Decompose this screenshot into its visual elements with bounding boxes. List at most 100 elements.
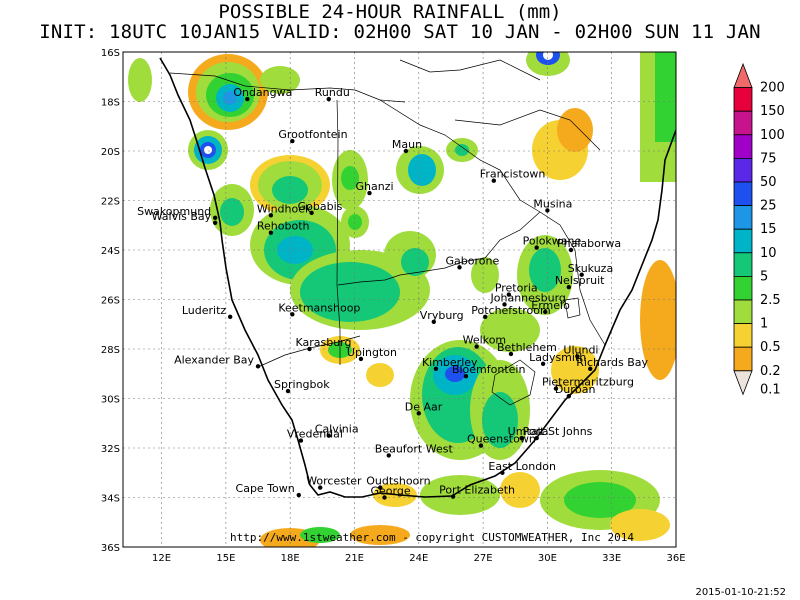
- city-label: Durban: [555, 383, 596, 396]
- border-botswana-north: [379, 99, 541, 213]
- lat-tick-label: 20S: [101, 147, 120, 158]
- city-dot: [500, 470, 505, 475]
- city-label: Worcester: [306, 475, 362, 488]
- lon-tick-label: 30E: [538, 553, 557, 564]
- city-label: Karasburg: [295, 336, 351, 349]
- city-dot: [227, 314, 233, 320]
- legend-swatch: [733, 346, 753, 372]
- city-label: Pretoria: [495, 282, 538, 295]
- city-dot: [568, 247, 574, 253]
- legend-label: 150: [760, 104, 785, 119]
- city-dot: [540, 361, 546, 367]
- legend-label: 15: [760, 222, 777, 237]
- legend-swatch: [733, 134, 753, 159]
- legend-swatch: [733, 275, 753, 301]
- city-dot: [502, 302, 507, 307]
- border-lesotho: [491, 359, 536, 406]
- city-label: Nelspruit: [555, 274, 605, 287]
- city-dot: [212, 220, 218, 225]
- city-dot: [545, 208, 550, 213]
- border-zambia: [399, 59, 541, 81]
- lat-tick-label: 32S: [101, 444, 120, 455]
- legend-label: 200: [760, 81, 785, 96]
- city-dot: [386, 453, 391, 458]
- legend-swatch: [733, 110, 753, 136]
- border-namibia-angola: [169, 72, 406, 103]
- city-label: Gobabis: [298, 200, 343, 213]
- lat-tick-label: 16S: [101, 48, 120, 59]
- city-dot: [317, 485, 323, 490]
- city-label: Beaufort West: [375, 442, 454, 455]
- city-dot: [290, 312, 295, 317]
- legend-swatch: [733, 228, 753, 254]
- map-title: POSSIBLE 24-HOUR RAINFALL (mm): [218, 1, 562, 23]
- city-label: Bloemfontein: [452, 363, 526, 376]
- lon-tick-label: 27E: [474, 553, 493, 564]
- axis-tick-labels: 12E 15E 18E 21E 24E 27E 30E 33E 36E 16S 18S 20S 22S 2…: [101, 48, 686, 564]
- city-dot: [553, 386, 559, 391]
- legend-swatch: [733, 323, 753, 348]
- city-label: Calvinia: [315, 423, 359, 436]
- city-dot: [309, 210, 314, 216]
- city-dot: [474, 344, 479, 349]
- city-dot: [534, 245, 539, 250]
- city-label: Keetmanshoop: [278, 301, 360, 314]
- border-sa-mozambique: [539, 211, 606, 346]
- legend-swatch: [733, 370, 753, 396]
- city-label: Alexander Bay: [174, 353, 254, 366]
- legend-swatch: [733, 252, 753, 277]
- city-dot: [212, 215, 218, 221]
- city-dot: [268, 230, 274, 235]
- city-label: Vryburg: [420, 309, 464, 322]
- legend-label: 2.5: [760, 293, 781, 308]
- city-dot: [491, 178, 497, 183]
- legend-label: 1: [760, 317, 768, 332]
- city-label: Johannesburg: [490, 291, 566, 304]
- legend-label: 0.2: [760, 364, 781, 379]
- legend-label: 0.5: [760, 340, 781, 355]
- city-label: Pietermaritzburg: [542, 376, 634, 389]
- city-dot: [579, 272, 584, 277]
- city-label: Grootfontein: [278, 128, 347, 141]
- city-label: Windhoek: [257, 202, 312, 215]
- city-dot: [463, 374, 469, 379]
- city-dot: [416, 411, 421, 416]
- legend-label: 10: [760, 246, 777, 261]
- city-dot: [298, 438, 304, 443]
- city-label: Kimberley: [422, 356, 478, 369]
- legend-label: 5: [760, 269, 768, 284]
- city-dot: [483, 314, 488, 320]
- city-label: Springbok: [274, 378, 330, 391]
- city-dot: [245, 96, 250, 102]
- lon-tick-label: 33E: [602, 553, 621, 564]
- city-dot: [450, 494, 456, 499]
- lat-tick-label: 36S: [101, 543, 120, 554]
- city-label: Vredendal: [287, 428, 343, 441]
- city-dot: [307, 346, 312, 352]
- city-label: East London: [488, 460, 556, 473]
- lon-tick-label: 36E: [666, 553, 685, 564]
- city-markers: Ondangwa Rundu Grootfontein Maun Francistown…: [137, 86, 649, 500]
- lon-tick-label: 21E: [345, 553, 364, 564]
- legend-swatch: [733, 62, 753, 88]
- city-label: Skukuza: [568, 262, 614, 275]
- city-label: Upington: [347, 346, 397, 359]
- city-dot: [566, 393, 572, 399]
- city-label: Walvis Bay: [152, 210, 212, 223]
- legend-label: 25: [760, 199, 777, 214]
- city-dot: [290, 138, 295, 144]
- city-label: Umtata: [508, 425, 549, 438]
- city-dot: [588, 366, 593, 371]
- lat-tick-label: 30S: [101, 395, 120, 406]
- city-label: Ondangwa: [233, 86, 292, 99]
- city-label: George: [370, 485, 410, 498]
- city-label: Potchefstroom: [471, 304, 550, 317]
- city-dot: [268, 213, 274, 218]
- city-label: Port Elizabeth: [439, 484, 515, 497]
- city-label: Richards Bay: [576, 356, 648, 369]
- legend-swatch: [733, 299, 753, 325]
- border-botswana-sa: [337, 211, 541, 286]
- city-label: Bethlehem: [497, 341, 557, 354]
- city-dot: [296, 492, 301, 498]
